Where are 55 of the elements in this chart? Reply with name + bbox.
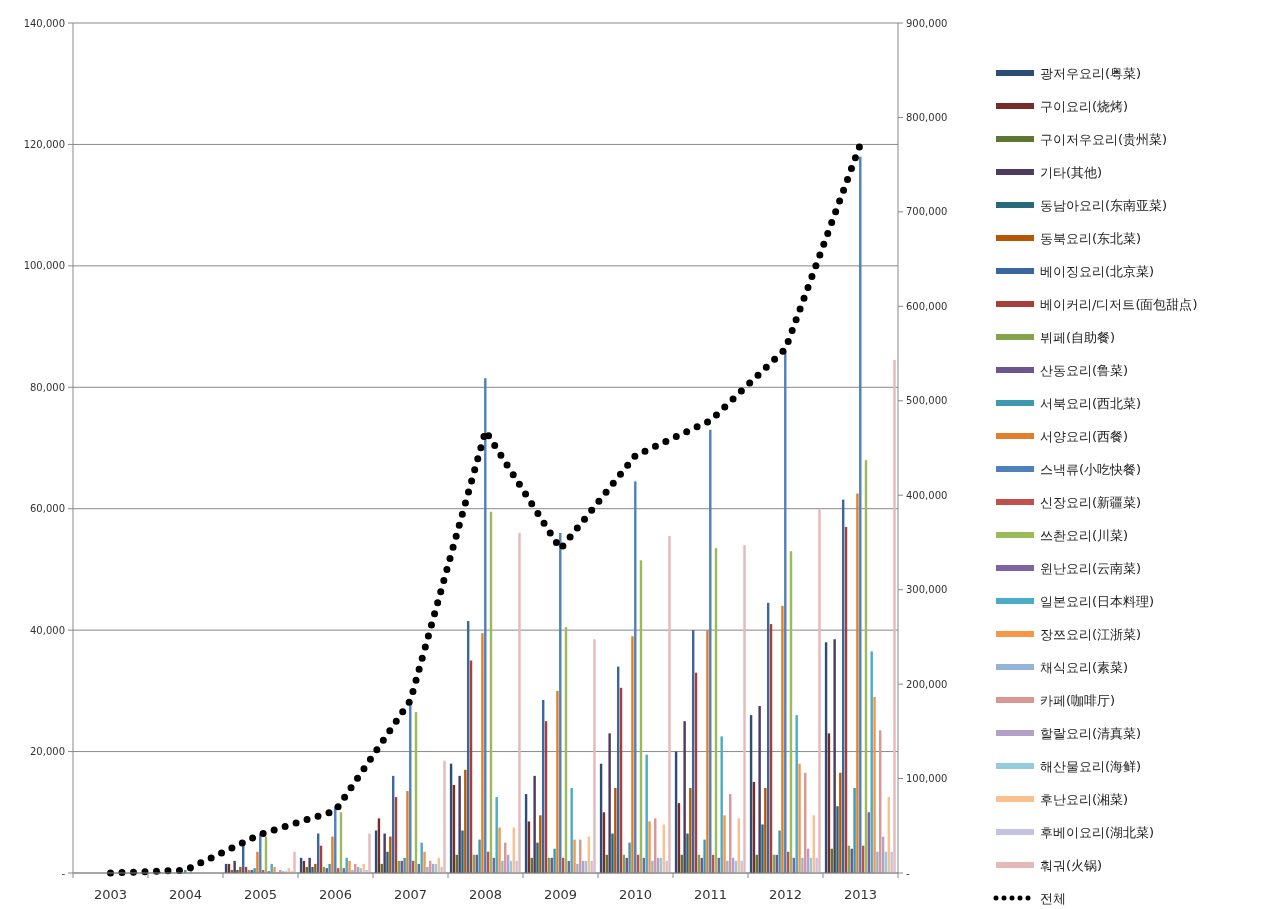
legend-label: 쓰촨요리(川菜) <box>1040 527 1129 543</box>
x-tick-label: 2010 <box>618 887 653 902</box>
legend-label: 해산물요리(海鲜) <box>1040 758 1142 774</box>
legend-label: 베이커리/디저트(面包甜点) <box>1040 296 1198 312</box>
legend-label: 훠궈(火锅) <box>1040 857 1103 873</box>
y2-tick-label: - <box>906 867 910 879</box>
y-tick-label: 140,000 <box>23 17 65 29</box>
y2-tick-label: 100,000 <box>906 773 948 785</box>
legend-label: 스낵류(小吃快餐) <box>1040 461 1142 477</box>
legend-label: 동남아요리(东南亚菜) <box>1040 197 1168 213</box>
y-tick-label: 80,000 <box>30 381 65 393</box>
x-tick-label: 2009 <box>543 887 578 902</box>
y-tick-label: 100,000 <box>23 260 65 272</box>
legend-label: 구이요리(烧烤) <box>1040 98 1129 114</box>
x-tick-label: 2013 <box>843 887 878 902</box>
y2-tick-label: 700,000 <box>906 206 948 218</box>
legend-label: 신장요리(新疆菜) <box>1040 494 1142 510</box>
legend-label: 채식요리(素菜) <box>1040 659 1129 675</box>
legend-label: 광저우요리(粤菜) <box>1040 65 1142 81</box>
y2-tick-label: 300,000 <box>906 584 948 596</box>
y-tick-label: 120,000 <box>23 138 65 150</box>
y2-tick-label: 900,000 <box>906 17 948 29</box>
x-tick-label: 2011 <box>693 887 728 902</box>
y-tick-label: 60,000 <box>30 503 65 515</box>
x-tick-label: 2007 <box>393 887 428 902</box>
y2-tick-label: 200,000 <box>906 678 948 690</box>
legend-label: 기타(其他) <box>1040 164 1103 180</box>
legend-label: 일본요리(日本料理) <box>1040 593 1155 609</box>
x-tick-label: 2008 <box>468 887 503 902</box>
legend-label: 후난요리(湘菜) <box>1040 791 1129 807</box>
legend-label: 할랄요리(清真菜) <box>1040 725 1142 741</box>
legend-label: 서북요리(西北菜) <box>1040 395 1142 411</box>
y2-tick-label: 800,000 <box>906 111 948 123</box>
y2-tick-label: 500,000 <box>906 395 948 407</box>
y2-tick-label: 400,000 <box>906 489 948 501</box>
y-tick-label: 40,000 <box>30 624 65 636</box>
legend-label: 산동요리(鲁菜) <box>1040 362 1129 378</box>
legend-label: 장쯔요리(江浙菜) <box>1040 626 1142 642</box>
legend-label: 구이저우요리(贵州菜) <box>1040 131 1168 147</box>
y2-tick-label: 600,000 <box>906 300 948 312</box>
legend-label: 서양요리(西餐) <box>1040 428 1129 444</box>
x-tick-label: 2012 <box>768 887 803 902</box>
legend-label: 동북요리(东北菜) <box>1040 230 1142 246</box>
legend-label: 윈난요리(云南菜) <box>1040 560 1142 576</box>
x-tick-label: 2003 <box>93 887 128 902</box>
x-tick-label: 2006 <box>318 887 353 902</box>
x-tick-label: 2005 <box>243 887 278 902</box>
y-tick-label: 20,000 <box>30 746 65 758</box>
y-tick-label: - <box>61 867 66 879</box>
x-tick-label: 2004 <box>168 887 203 902</box>
legend-label: 베이징요리(北京菜) <box>1040 263 1155 279</box>
legend-label: 전체 <box>1040 890 1066 906</box>
legend-label: 뷔페(自助餐) <box>1040 329 1116 345</box>
legend-label: 후베이요리(湖北菜) <box>1040 824 1155 840</box>
legend-label: 카페(咖啡厅) <box>1040 692 1116 708</box>
